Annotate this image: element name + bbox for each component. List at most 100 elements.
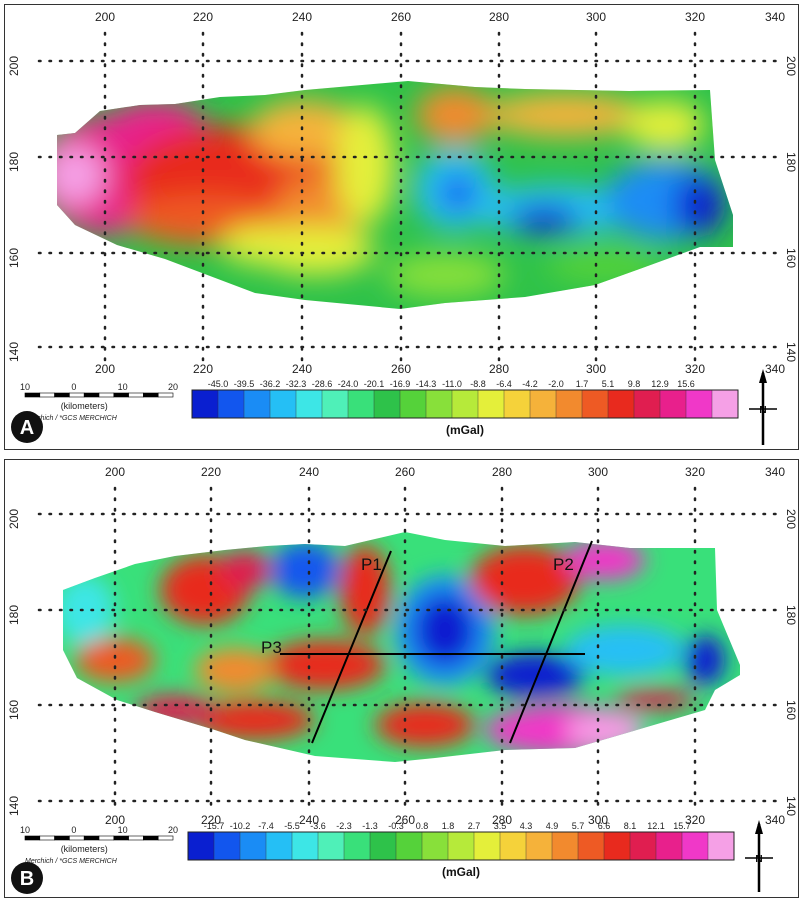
panel-b-map: P1 P2 P3 200 200 220 220 240 240 260 260 280 280 3… (4, 459, 799, 898)
scale-bar-segment (24, 392, 41, 398)
scale-bar-segment (83, 392, 100, 398)
x-tick-label-bottom: 340 (765, 362, 785, 376)
colorbar-swatch (659, 389, 687, 419)
colorbar-swatch (213, 831, 241, 861)
x-tick-label-top: 300 (586, 10, 606, 24)
colorbar-swatch (269, 389, 297, 419)
x-tick-label-bottom: 240 (299, 813, 319, 827)
x-tick-label-bottom: 220 (201, 813, 221, 827)
x-tick-label-top: 280 (492, 465, 512, 479)
colorbar-swatch (321, 389, 349, 419)
scale-bar-unit: (kilometers) (61, 401, 108, 411)
axis-ticks-b: 200 200 220 220 240 240 260 260 280 280 300 300 320 3… (7, 465, 798, 827)
colorbar-swatch (577, 831, 605, 861)
colorbar-label: -6.4 (496, 379, 512, 389)
scale-bar-segment (128, 392, 144, 398)
colorbar-swatch (633, 389, 661, 419)
badge-a: A (11, 411, 43, 443)
colorbar-label: -24.0 (338, 379, 359, 389)
crs-label: Merchich / *GCS MERCHICH (25, 415, 118, 422)
x-tick-label-bottom: 320 (685, 813, 705, 827)
colorbar-swatch (317, 831, 345, 861)
north-arrow-a: N (749, 369, 777, 445)
colorbar-label: -3.6 (310, 821, 326, 831)
y-tick-label-left: 140 (7, 342, 21, 362)
y-tick-label-left: 160 (7, 700, 21, 720)
scale-bar-segment (83, 835, 100, 841)
colorbar-label: 12.9 (651, 379, 669, 389)
y-tick-label-right: 180 (784, 152, 798, 172)
colorbar-label: -4.2 (522, 379, 538, 389)
scale-bar-segment (39, 835, 55, 841)
profile-label-p1: P1 (361, 555, 382, 574)
colorbar-swatch (291, 831, 319, 861)
colorbar-b: -15.7 -10.2 -7.4 -5.5 -3.6 -2.3 -1.3 -0.3 0.8 1.8… (187, 821, 735, 879)
scale-bar-label: 20 (168, 382, 178, 392)
scale-bar-label: 10 (118, 825, 128, 835)
colorbar-label: 15.7 (673, 821, 691, 831)
colorbar-a: -45.0 -39.5 -36.2 -32.3 -28.6 -24.0 -20.1 -16.9… (191, 379, 739, 437)
x-tick-label-top: 340 (765, 10, 785, 24)
colorbar-frame (187, 831, 735, 861)
y-tick-label-right: 160 (784, 248, 798, 268)
scale-bar-label: 20 (168, 825, 178, 835)
colorbar-swatch (529, 389, 557, 419)
svg-text:B: B (20, 868, 34, 890)
colorbar-label: -11.0 (442, 379, 462, 389)
colorbar-swatch (343, 831, 371, 861)
colorbar-label: 1.8 (442, 821, 455, 831)
colorbar-unit: (mGal) (446, 423, 484, 437)
x-tick-label-bottom: 280 (492, 813, 512, 827)
y-tick-label-left: 180 (7, 152, 21, 172)
colorbar-swatch (399, 389, 427, 419)
y-tick-label-right: 180 (784, 605, 798, 625)
north-arrow-b: N (745, 820, 773, 892)
scale-bar-label: 0 (71, 382, 76, 392)
scale-bar-label: 10 (20, 825, 30, 835)
colorbar-label: -16.9 (390, 379, 411, 389)
scale-bar-segment (98, 392, 115, 398)
colorbar-swatch (373, 389, 401, 419)
y-tick-label-right: 140 (784, 342, 798, 362)
x-tick-label-top: 340 (765, 465, 785, 479)
colorbar-swatch (447, 831, 475, 861)
x-tick-label-top: 320 (685, 10, 705, 24)
colorbar-swatch (451, 389, 479, 419)
scale-bar-segment (113, 392, 129, 398)
scale-bar-segment (54, 392, 70, 398)
colorbar-swatch (629, 831, 657, 861)
colorbar-swatch (473, 831, 501, 861)
crs-label: Merchich / *GCS MERCHICH (25, 858, 118, 865)
x-tick-label-top: 240 (299, 465, 319, 479)
colorbar-label: -14.3 (416, 379, 437, 389)
colorbar-label: -10.2 (230, 821, 251, 831)
y-tick-label-left: 160 (7, 248, 21, 268)
scale-bar-segment (157, 835, 174, 841)
scale-bar-label: 10 (118, 382, 128, 392)
colorbar-label: -8.8 (470, 379, 486, 389)
scale-bar-segment (54, 835, 70, 841)
scale-bar-segment (128, 835, 144, 841)
colorbar-label: 2.7 (468, 821, 481, 831)
y-tick-label-right: 140 (784, 796, 798, 816)
colorbar-swatch (265, 831, 293, 861)
colorbar-swatch (711, 389, 739, 419)
panel-b-svg: P1 P2 P3 2002002202202402402602602802803… (7, 465, 798, 894)
x-tick-label-bottom: 200 (105, 813, 125, 827)
colorbar-swatch (425, 389, 453, 419)
panel-a-svg: 2002002202202402402602602802803003003203… (7, 10, 798, 445)
scale-bar-a: 10 0 10 20 (kilometers) Merchich / *GCS MERCH… (20, 382, 178, 422)
colorbar-swatch (239, 831, 267, 861)
colorbar-swatch (503, 389, 531, 419)
colorbar-label: -5.5 (284, 821, 300, 831)
colorbar-label: 4.9 (546, 821, 559, 831)
scale-bar-segment (69, 835, 85, 841)
colorbar-label: -28.6 (312, 379, 333, 389)
scale-bar-segment (143, 392, 159, 398)
colorbar-label: -45.0 (208, 379, 229, 389)
colorbar-label: 0.8 (416, 821, 429, 831)
colorbar-label: -15.7 (204, 821, 225, 831)
y-tick-label-left: 200 (7, 509, 21, 529)
colorbar-label: 3.5 (494, 821, 507, 831)
badge-b: B (11, 862, 43, 894)
